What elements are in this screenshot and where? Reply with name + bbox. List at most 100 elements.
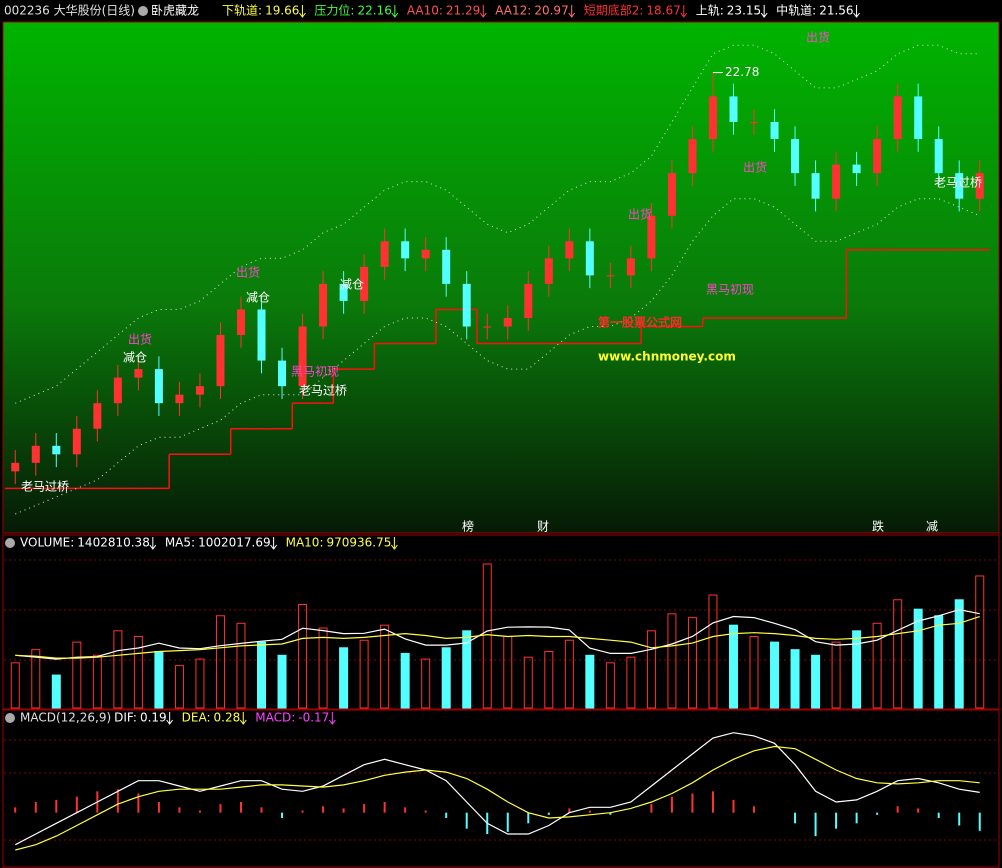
volume-bar — [236, 622, 246, 709]
indicator-name: DIF: — [114, 711, 137, 725]
candle-body — [339, 283, 348, 301]
candle-body — [667, 173, 676, 216]
volume-bar — [605, 662, 615, 709]
candle-body — [236, 309, 245, 336]
panel-icon — [5, 538, 15, 548]
indicator-value: 18.67 — [646, 4, 680, 18]
volume-bar — [482, 563, 492, 709]
volume-bar — [31, 649, 41, 709]
indicator-name: 中轨道: — [776, 3, 816, 18]
watermark: 第一股票公式网 — [598, 315, 682, 330]
candle-body — [11, 462, 20, 472]
panel-title: 002236 大华股份(日线) — [4, 4, 135, 18]
indicator-arrow — [270, 537, 278, 550]
volume-bar — [626, 656, 636, 709]
annotation: 减仓 — [246, 291, 270, 305]
indicator-line — [15, 745, 980, 851]
indicator-value: 22.16 — [357, 4, 391, 18]
volume-bar — [687, 617, 697, 709]
candle-body — [298, 326, 307, 387]
candle-body — [708, 96, 717, 140]
event-label: 财 — [537, 520, 549, 534]
indicator-value: 1402810.38 — [77, 536, 150, 550]
indicator-name: 压力位: — [314, 3, 354, 18]
candle-body — [360, 266, 369, 301]
volume-bar — [975, 575, 985, 709]
indicator-line — [15, 198, 980, 515]
volume-bar — [380, 624, 390, 709]
high-label: 22.78 — [725, 65, 759, 79]
indicator-value: 0.19 — [140, 711, 167, 725]
candle-body — [93, 403, 102, 429]
indicator-arrow — [328, 712, 336, 725]
indicator-line — [15, 44, 980, 404]
indicator-value: 970936.75 — [326, 536, 391, 550]
candle-body — [565, 241, 574, 259]
indicator-value: 23.15 — [727, 4, 761, 18]
annotation: 老马过桥 — [934, 176, 982, 190]
candle-body — [401, 241, 410, 259]
annotation: 出货 — [236, 265, 260, 280]
panel-subtitle: 卧虎藏龙 — [151, 4, 199, 18]
candle-body — [113, 377, 122, 404]
candle-body — [134, 369, 143, 378]
icon — [138, 6, 148, 16]
volume-bar — [831, 641, 841, 709]
panel-icon — [5, 713, 15, 723]
candle-body — [31, 445, 40, 463]
candle-body — [626, 258, 635, 276]
indicator-arrow — [299, 5, 306, 18]
indicator-value: 20.97 — [534, 4, 568, 18]
volume-bar — [174, 665, 184, 709]
indicator-value: 21.29 — [446, 4, 480, 18]
volume-bar — [646, 630, 656, 709]
volume-bar — [10, 662, 20, 709]
candle-body — [852, 164, 861, 174]
volume-bar — [72, 641, 82, 709]
candle-body — [585, 241, 594, 276]
indicator-arrow — [760, 5, 768, 18]
candle-body — [934, 139, 943, 174]
candle-body — [832, 164, 841, 199]
event-label: 跌 — [872, 519, 884, 534]
candle-body — [544, 258, 553, 284]
indicator-value: 0.28 — [214, 711, 241, 725]
indicator-name: AA10: — [407, 4, 443, 18]
candle-body — [483, 326, 492, 328]
candle-body — [154, 369, 163, 404]
annotation: 减仓 — [340, 278, 364, 292]
candle-body — [421, 249, 430, 259]
indicator-name: DEA: — [182, 711, 211, 725]
indicator-name: MACD: — [255, 711, 295, 725]
candle-body — [216, 335, 225, 387]
candle-body — [278, 360, 287, 387]
event-label: 榜 — [462, 519, 474, 534]
indicator-line — [15, 608, 980, 660]
indicator-arrow — [680, 5, 688, 18]
volume-bar — [215, 615, 225, 709]
volume-bar — [872, 622, 882, 709]
annotation: 老马过桥 — [299, 384, 347, 398]
candle-body — [175, 394, 184, 404]
candle-body — [462, 283, 471, 327]
volume-bar — [585, 654, 595, 709]
volume-bar — [544, 651, 554, 709]
indicator-value: 21.56 — [819, 4, 853, 18]
volume-panel — [2, 534, 1000, 710]
indicator-arrow — [853, 5, 860, 18]
volume-bar — [400, 652, 410, 709]
volume-bar — [934, 615, 944, 709]
candle-body — [524, 283, 533, 318]
indicator-arrow — [390, 537, 398, 550]
volume-bar — [462, 630, 472, 709]
indicator-name: 下轨道: — [222, 4, 262, 18]
volume-bar — [523, 656, 533, 709]
indicator-arrow — [149, 537, 157, 550]
volume-bar — [257, 641, 267, 709]
price-panel — [2, 21, 1000, 534]
volume-bar — [667, 613, 677, 709]
indicator-name: VOLUME: — [20, 536, 74, 550]
volume-bar — [893, 599, 903, 709]
